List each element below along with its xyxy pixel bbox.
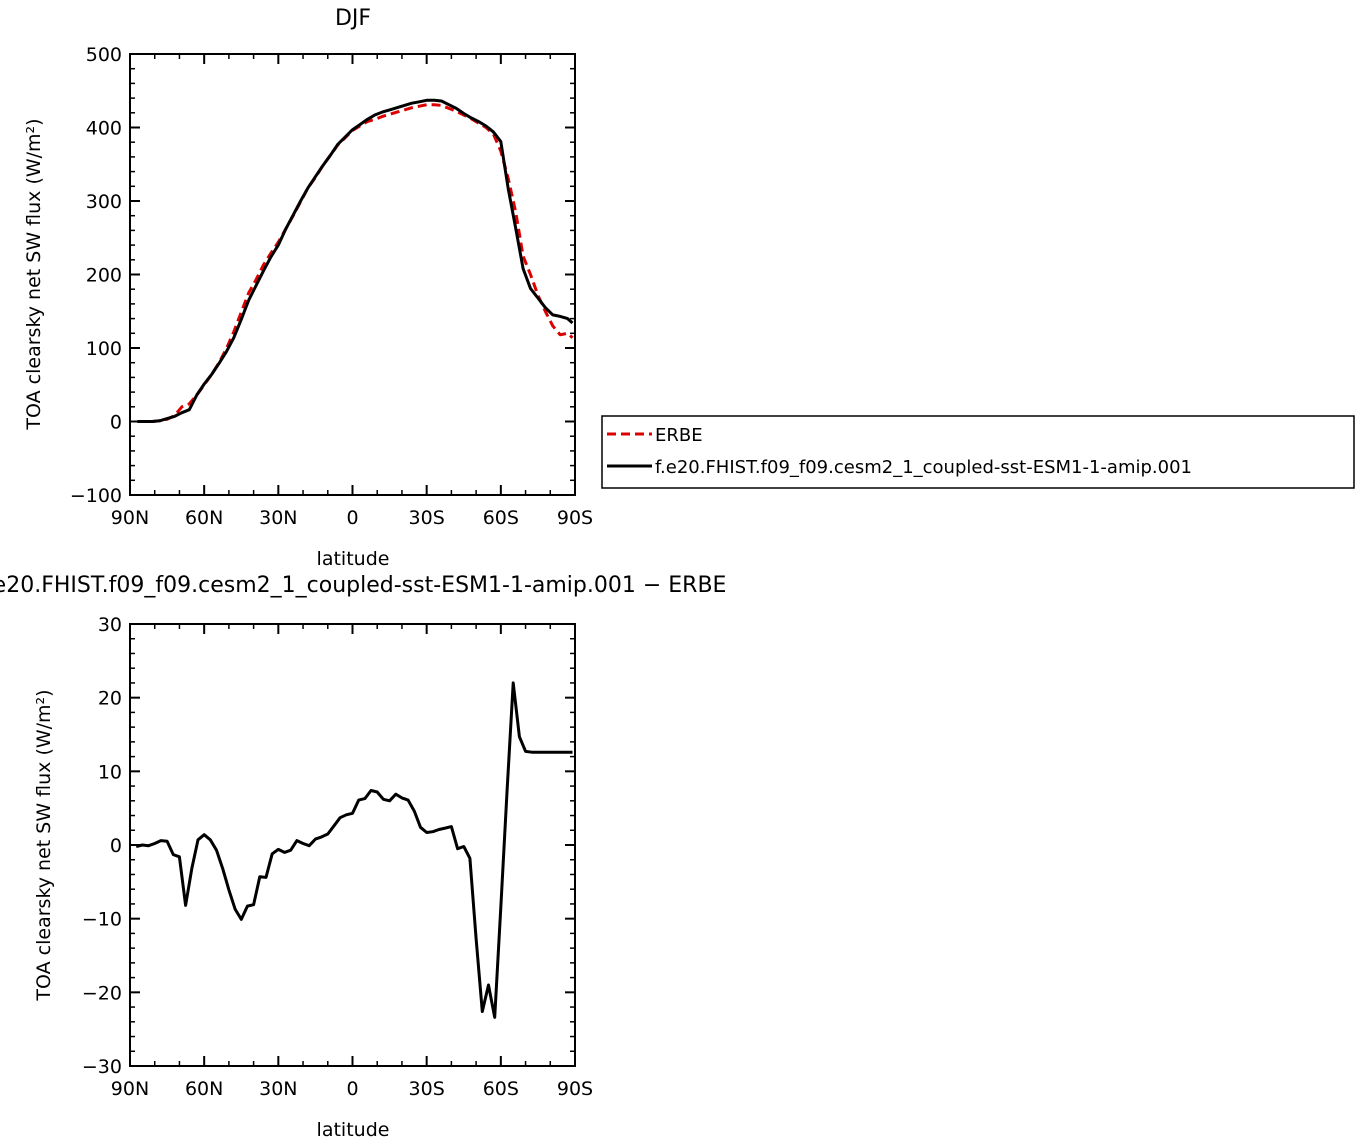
- top-series-line-1: [137, 98, 574, 423]
- bottom-x-tick-label: 60S: [483, 1078, 519, 1100]
- bottom-x-axis-label: latitude: [317, 1119, 390, 1141]
- top-x-tick-label: 90N: [111, 507, 149, 529]
- top-plot-frame: [129, 53, 576, 496]
- top-y-tick-label: 500: [86, 44, 122, 66]
- top-y-tick-label: 300: [86, 191, 122, 213]
- legend-box: [601, 415, 1355, 489]
- bottom-y-axis-label: TOA clearsky net SW flux (W/m²): [33, 689, 55, 1001]
- top-chart-title: DJF: [335, 6, 371, 31]
- bottom-x-tick-label: 30S: [409, 1078, 445, 1100]
- top-y-tick-label: 0: [110, 412, 122, 434]
- bottom-chart-title: f.e20.FHIST.f09_f09.cesm2_1_coupled-sst-…: [0, 573, 726, 598]
- top-x-tick-label: 60N: [185, 507, 223, 529]
- top-x-tick-label: 0: [346, 507, 358, 529]
- top-y-tick-label: 200: [86, 265, 122, 287]
- top-x-tick-label: 30S: [409, 507, 445, 529]
- legend-entry-model: f.e20.FHIST.f09_f09.cesm2_1_coupled-sst-…: [655, 457, 1192, 478]
- legend: ERBE f.e20.FHIST.f09_f09.cesm2_1_coupled…: [601, 415, 1355, 489]
- bottom-axes: 90N 60N 30N 0 30S 60S 90S −30 −20 −10 0 10 20 30: [82, 614, 593, 1100]
- top-y-tick-label: 100: [86, 338, 122, 360]
- bottom-y-tick-label: 30: [98, 614, 122, 636]
- bottom-y-tick-label: 20: [98, 688, 122, 710]
- top-y-axis-label: TOA clearsky net SW flux (W/m²): [23, 118, 45, 430]
- bottom-series-line-0: [135, 681, 573, 1019]
- top-series: [137, 98, 574, 423]
- bottom-y-tick-label: −20: [82, 982, 122, 1004]
- bottom-y-tick-label: −30: [82, 1056, 122, 1078]
- bottom-x-tick-label: 30N: [259, 1078, 297, 1100]
- bottom-series: [135, 681, 573, 1019]
- bottom-x-tick-label: 90S: [557, 1078, 593, 1100]
- bottom-y-tick-label: −10: [82, 909, 122, 931]
- top-x-tick-label: 90S: [557, 507, 593, 529]
- bottom-y-tick-label: 10: [98, 761, 122, 783]
- bottom-x-tick-label: 60N: [185, 1078, 223, 1100]
- top-x-tick-label: 60S: [483, 507, 519, 529]
- top-series-line-0: [137, 103, 574, 423]
- legend-entry-erbe: ERBE: [655, 425, 703, 446]
- top-axes: 90N 60N 30N 0 30S 60S 90S −100 0 100 200 300 400 500: [70, 44, 593, 529]
- top-y-tick-label: 400: [86, 118, 122, 140]
- bottom-y-tick-label: 0: [110, 835, 122, 857]
- bottom-plot-frame: [129, 623, 576, 1067]
- bottom-x-tick-label: 0: [346, 1078, 358, 1100]
- top-y-tick-label: −100: [70, 485, 122, 507]
- bottom-x-tick-label: 90N: [111, 1078, 149, 1100]
- top-x-axis-label: latitude: [317, 548, 390, 570]
- bottom-panel: f.e20.FHIST.f09_f09.cesm2_1_coupled-sst-…: [0, 573, 726, 1141]
- top-panel: DJF 90N 60N 30N 0 30S 60S 90S −100 0 100 200 300 400…: [23, 6, 593, 570]
- top-x-tick-label: 30N: [259, 507, 297, 529]
